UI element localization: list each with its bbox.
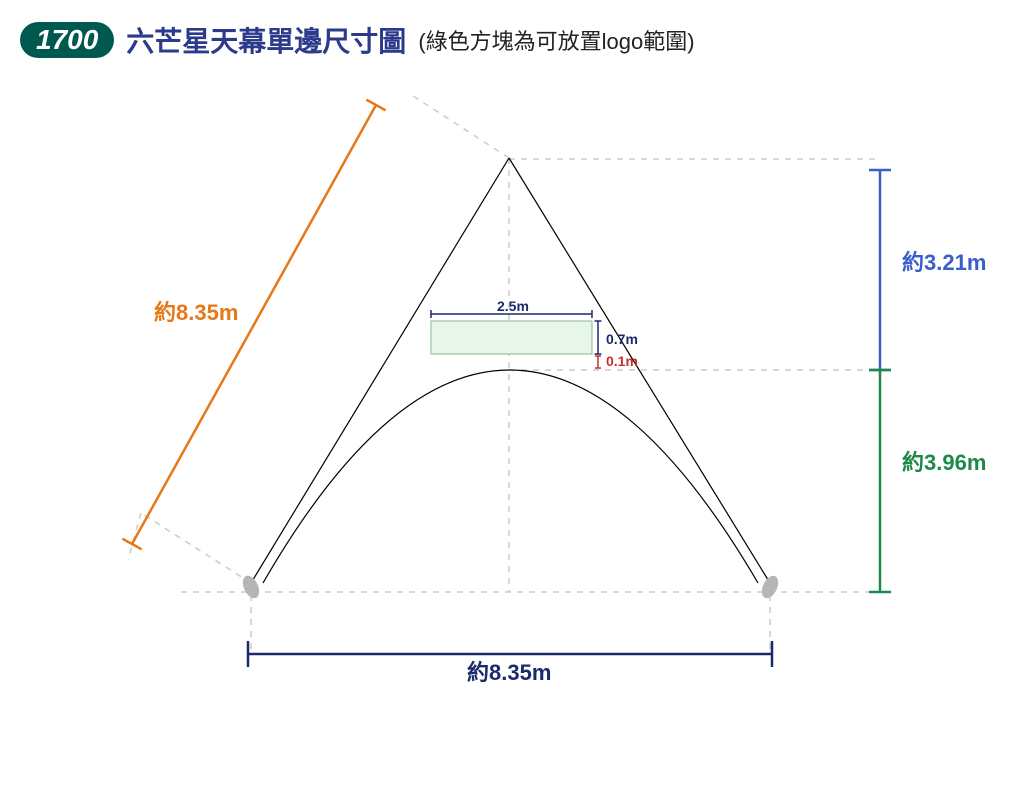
svg-text:約8.35m: 約8.35m (154, 300, 238, 325)
svg-text:2.5m: 2.5m (497, 298, 529, 314)
svg-text:0.7m: 0.7m (606, 331, 638, 347)
svg-text:0.1m: 0.1m (606, 353, 638, 369)
svg-text:約3.96m: 約3.96m (902, 450, 986, 475)
dimension-diagram: 約8.35m 約8.35m 約3.21m 約3.96m 2.5m 0.7m 0.1m (0, 0, 1024, 794)
svg-text:約8.35m: 約8.35m (467, 660, 551, 685)
svg-text:約3.21m: 約3.21m (902, 250, 986, 275)
